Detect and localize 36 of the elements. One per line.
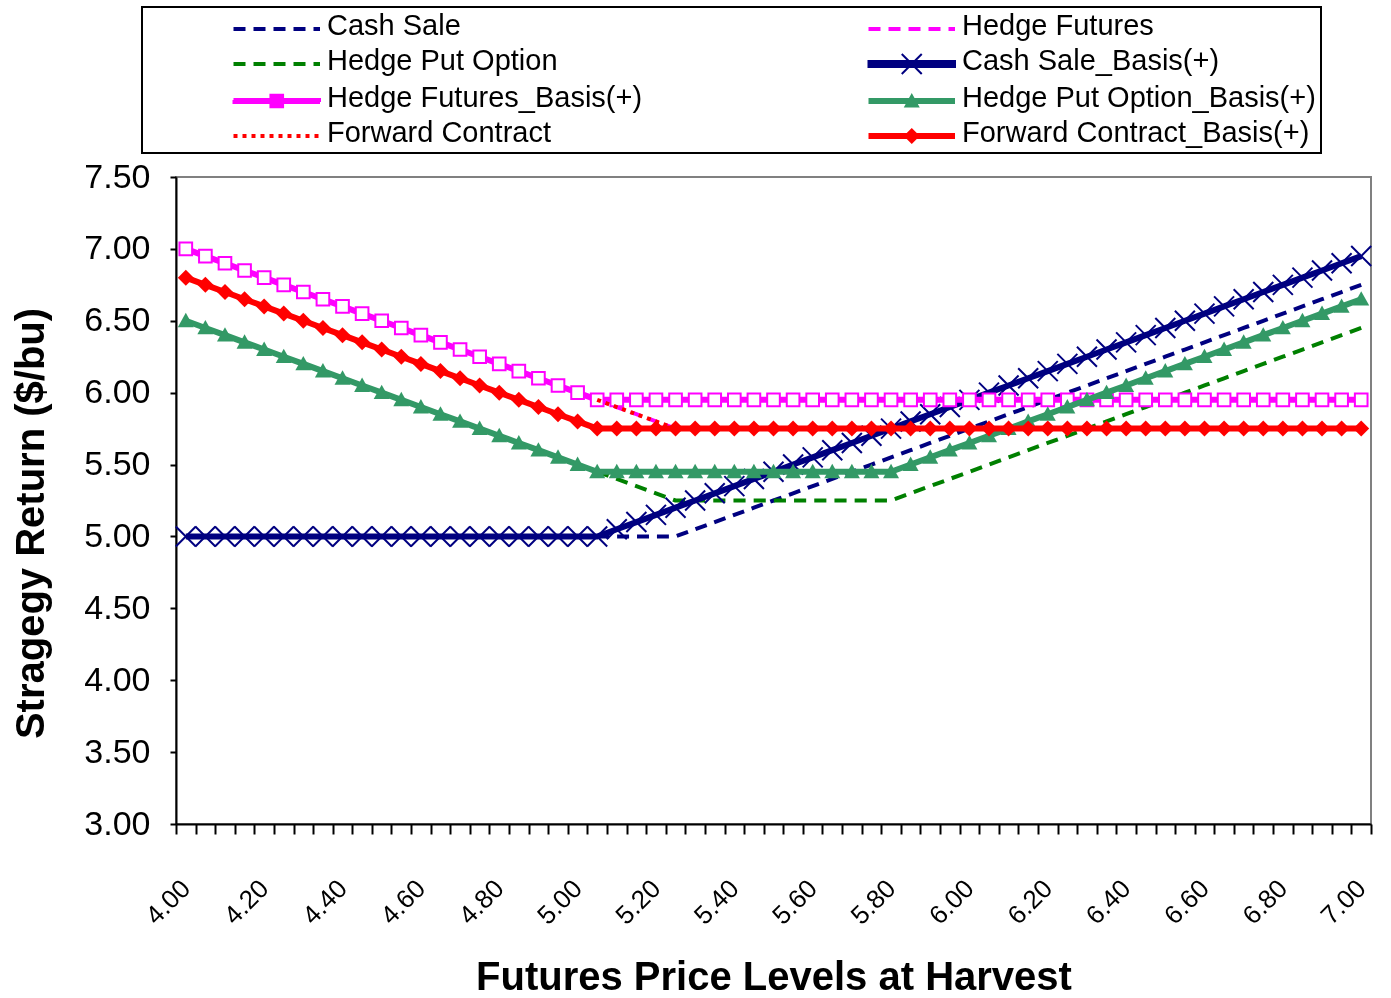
x-tick-label: 4.20 (217, 873, 275, 931)
y-tick-label: 3.50 (84, 731, 151, 770)
x-tick-label: 6.20 (1001, 873, 1059, 931)
x-tick-label: 7.00 (1314, 873, 1372, 931)
x-tick-label: 4.40 (295, 873, 353, 931)
x-tick-label: 5.60 (766, 873, 824, 931)
x-tick-label: 4.60 (374, 873, 432, 931)
y-tick-label: 5.00 (84, 515, 151, 554)
y-tick-label: 3.00 (84, 803, 151, 842)
x-tick-label: 5.80 (844, 873, 902, 931)
legend-label: Forward Contract (327, 116, 552, 148)
x-tick-label: 6.00 (922, 873, 980, 931)
y-tick-label: 6.00 (84, 372, 151, 411)
y-tick-label: 7.50 (84, 156, 151, 195)
x-tick-label: 4.80 (452, 873, 510, 931)
x-tick-label: 5.20 (609, 873, 667, 931)
y-tick-label: 4.50 (84, 587, 151, 626)
y-tick-label: 7.00 (84, 228, 151, 267)
legend-label: Hedge Put Option (327, 44, 558, 76)
x-tick-label: 5.00 (531, 873, 588, 931)
y-tick-label: 4.00 (84, 659, 151, 698)
legend-label: Hedge Futures (962, 9, 1154, 41)
y-tick-label: 6.50 (84, 300, 151, 339)
legend-label: Hedge Put Option_Basis(+) (962, 81, 1316, 113)
x-tick-label: 6.40 (1079, 873, 1137, 931)
x-tick-label: 4.00 (139, 873, 197, 931)
x-axis-title: Futures Price Levels at Harvest (476, 953, 1072, 998)
x-tick-label: 6.80 (1236, 873, 1294, 931)
y-tick-label: 5.50 (84, 444, 151, 483)
legend-label: Cash Sale_Basis(+) (962, 44, 1220, 76)
y-axis-title: Stragegy Return ($/bu) (7, 307, 52, 740)
legend-label: Forward Contract_Basis(+) (962, 116, 1310, 148)
legend-label: Cash Sale (327, 9, 461, 41)
legend-label: Hedge Futures_Basis(+) (327, 81, 643, 113)
x-tick-label: 6.60 (1157, 873, 1215, 931)
x-tick-label: 5.40 (687, 873, 745, 931)
